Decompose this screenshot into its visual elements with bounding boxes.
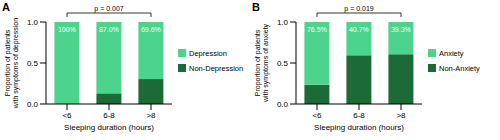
svg-text:40.7%: 40.7% xyxy=(349,26,369,33)
svg-text:87.0%: 87.0% xyxy=(99,26,119,33)
svg-text:Sleeping duration (hours): Sleeping duration (hours) xyxy=(314,123,404,132)
svg-text:Anxiety: Anxiety xyxy=(439,49,464,58)
svg-text:Sleeping duration (hours): Sleeping duration (hours) xyxy=(64,123,154,132)
svg-text:0.5: 0.5 xyxy=(277,59,289,68)
svg-text:Non-Anxiety: Non-Anxiety xyxy=(439,64,480,73)
svg-text:p = 0.019: p = 0.019 xyxy=(344,5,373,13)
svg-text:76.5%: 76.5% xyxy=(307,26,327,33)
svg-text:0.0: 0.0 xyxy=(27,100,39,109)
svg-text:Proportion of patients: Proportion of patients xyxy=(254,29,262,96)
svg-text:with symptoms of depression: with symptoms of depression xyxy=(12,18,20,109)
svg-text:0.5: 0.5 xyxy=(27,59,39,68)
svg-text:0.0: 0.0 xyxy=(277,100,289,109)
svg-text:p = 0.007: p = 0.007 xyxy=(94,5,123,13)
svg-text:100%: 100% xyxy=(58,26,76,33)
svg-text:39.3%: 39.3% xyxy=(391,26,411,33)
svg-text:A: A xyxy=(8,1,10,13)
svg-text:<6: <6 xyxy=(312,111,322,120)
svg-text:6-8: 6-8 xyxy=(353,111,365,120)
svg-text:Proportion of patients: Proportion of patients xyxy=(8,29,12,96)
svg-text:>8: >8 xyxy=(146,111,156,120)
svg-text:B: B xyxy=(252,1,260,13)
svg-text:<6: <6 xyxy=(62,111,72,120)
svg-text:1.0: 1.0 xyxy=(27,18,39,27)
svg-text:6-8: 6-8 xyxy=(103,111,115,120)
svg-text:1.0: 1.0 xyxy=(277,18,289,27)
svg-text:Non-Depression: Non-Depression xyxy=(189,64,243,73)
svg-text:>8: >8 xyxy=(396,111,406,120)
svg-text:69.6%: 69.6% xyxy=(141,26,161,33)
svg-text:Depression: Depression xyxy=(189,49,227,58)
svg-text:with symptoms of anxiety: with symptoms of anxiety xyxy=(262,23,270,103)
